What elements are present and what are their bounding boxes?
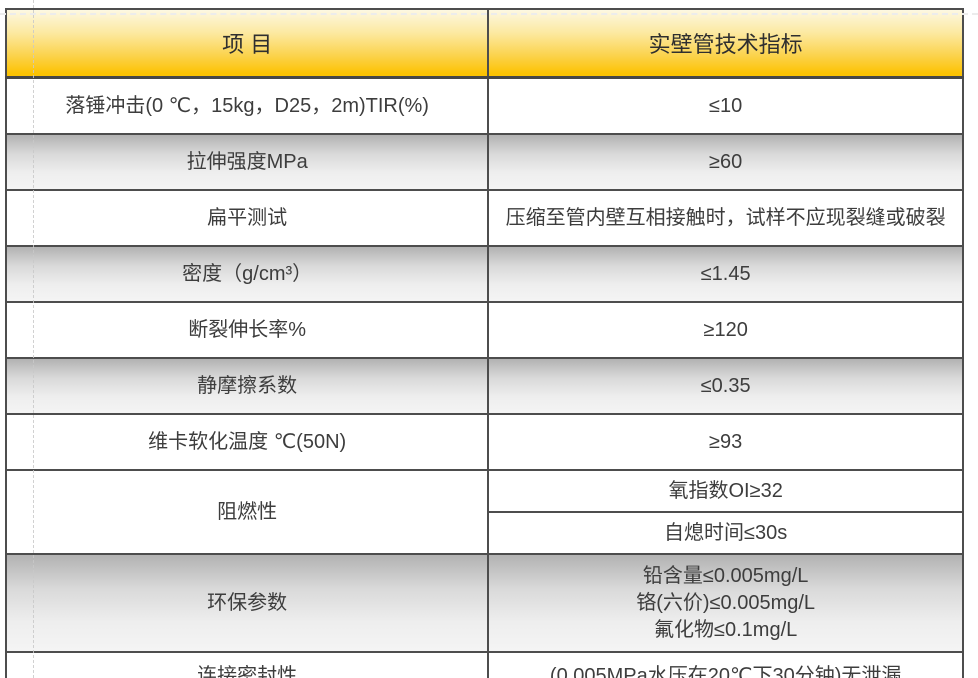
header-cell-indicator: 实壁管技术指标 (487, 8, 964, 79)
item-cell: 断裂伸长率% (4, 301, 490, 359)
item-cell: 连接密封性 (4, 651, 490, 678)
value-cell: ≥60 (487, 133, 964, 191)
value-cell: ≥120 (487, 301, 964, 359)
table-row: 阻燃性 氧指数OI≥32 (4, 469, 964, 555)
table-header-row: 项 目 实壁管技术指标 (4, 8, 964, 79)
item-cell: 落锤冲击(0 ℃，15kg，D25，2m)TIR(%) (4, 76, 490, 135)
table-row: 扁平测试 压缩至管内壁互相接触时，试样不应现裂缝或破裂 (4, 189, 964, 247)
item-cell: 阻燃性 (4, 469, 490, 555)
value-cell: ≤0.35 (487, 357, 964, 415)
item-cell: 环保参数 (4, 553, 490, 653)
table-row: 维卡软化温度 ℃(50N) ≥93 (4, 413, 964, 471)
value-cell: 压缩至管内壁互相接触时，试样不应现裂缝或破裂 (487, 189, 964, 247)
value-cell: (0.005MPa水压在20℃下30分钟)无泄漏 (487, 651, 964, 678)
value-cell: 自熄时间≤30s (487, 511, 964, 555)
item-cell: 扁平测试 (4, 189, 490, 247)
table-row: 拉伸强度MPa ≥60 (4, 133, 964, 191)
value-cell: ≤1.45 (487, 245, 964, 303)
value-cell: 铅含量≤0.005mg/L 铬(六价)≤0.005mg/L 氟化物≤0.1mg/… (487, 553, 964, 653)
item-cell: 维卡软化温度 ℃(50N) (4, 413, 490, 471)
table-row: 连接密封性 (0.005MPa水压在20℃下30分钟)无泄漏 (4, 651, 964, 678)
table-row: 环保参数 铅含量≤0.005mg/L 铬(六价)≤0.005mg/L 氟化物≤0… (4, 553, 964, 653)
spec-table: 项 目 实壁管技术指标 落锤冲击(0 ℃，15kg，D25，2m)TIR(%) … (4, 8, 964, 678)
item-cell: 拉伸强度MPa (4, 133, 490, 191)
table-row: 断裂伸长率% ≥120 (4, 301, 964, 359)
header-cell-item: 项 目 (4, 8, 490, 79)
item-cell: 密度（g/cm³） (4, 245, 490, 303)
table-row: 静摩擦系数 ≤0.35 (4, 357, 964, 415)
item-cell: 静摩擦系数 (4, 357, 490, 415)
value-cell: ≤10 (487, 76, 964, 135)
table-row: 密度（g/cm³） ≤1.45 (4, 245, 964, 303)
value-cell: 氧指数OI≥32 (487, 469, 964, 513)
table-row: 落锤冲击(0 ℃，15kg，D25，2m)TIR(%) ≤10 (4, 76, 964, 135)
value-cell: ≥93 (487, 413, 964, 471)
table-row: 自熄时间≤30s (6, 511, 964, 555)
